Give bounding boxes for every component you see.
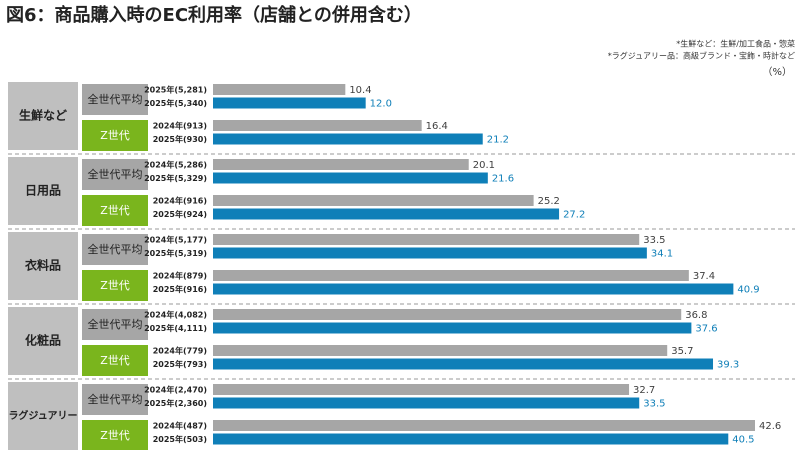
bar: [213, 133, 483, 145]
value-label: 36.8: [685, 310, 707, 321]
row-label: 2025年(916): [153, 284, 207, 294]
bar: [213, 322, 692, 334]
subgroup-box: [82, 270, 148, 301]
bar: [213, 433, 729, 445]
bar: [213, 309, 682, 320]
bar: [213, 345, 668, 356]
group-label: 日用品: [25, 184, 61, 198]
subgroup-label: 全世代平均: [88, 92, 143, 106]
bar: [213, 270, 689, 281]
subgroup-label: 全世代平均: [88, 317, 143, 331]
subgroup-box: [82, 345, 148, 376]
subgroup-label: Z世代: [100, 354, 130, 367]
value-label: 20.1: [473, 160, 495, 171]
group-label: 化粧品: [25, 333, 61, 348]
subgroup-box: [82, 120, 148, 151]
value-label: 10.4: [349, 85, 371, 96]
bar: [213, 384, 630, 395]
subgroup-label: 全世代平均: [88, 167, 143, 181]
value-label: 42.6: [759, 421, 781, 432]
value-label: 37.4: [693, 271, 715, 282]
subgroup-box: [82, 234, 148, 265]
row-label: 2025年(924): [153, 209, 207, 219]
value-label: 21.2: [487, 135, 509, 146]
group-label: 衣料品: [25, 258, 61, 273]
row-label: 2024年(487): [153, 421, 207, 431]
value-label: 35.7: [671, 346, 693, 357]
subgroup-label: Z世代: [100, 429, 130, 442]
subgroup-label: 全世代平均: [88, 242, 143, 256]
value-label: 40.5: [732, 435, 754, 446]
group-box: [8, 307, 78, 375]
row-label: 2024年(916): [153, 196, 207, 206]
subgroup-box: [82, 309, 148, 340]
bar: [213, 172, 488, 184]
bar: [213, 120, 422, 131]
value-label: 34.1: [651, 249, 673, 260]
row-label: 2025年(5,340): [144, 98, 207, 108]
row-label: 2025年(5,329): [144, 173, 207, 183]
subgroup-box: [82, 420, 148, 450]
subgroup-label: 全世代平均: [88, 392, 143, 406]
row-label: 2025年(793): [153, 359, 207, 369]
value-label: 27.2: [563, 210, 585, 221]
bar: [213, 234, 640, 245]
bar: [213, 97, 366, 109]
chart-title: 図6：商品購入時のEC利用率（店舗との併用含む）: [6, 4, 422, 26]
value-label: 12.0: [370, 99, 392, 110]
value-label: 16.4: [426, 121, 448, 132]
row-label: 2024年(4,082): [144, 310, 207, 320]
bar: [213, 195, 534, 206]
value-label: 39.3: [717, 360, 739, 371]
bar: [213, 159, 469, 170]
note: *生鮮など：生鮮/加工食品・惣菜: [676, 39, 795, 49]
row-label: 2025年(5,319): [144, 248, 207, 258]
bar: [213, 247, 647, 259]
group-label: ラグジュアリー: [8, 409, 77, 422]
bar: [213, 283, 734, 295]
bar: [213, 420, 755, 431]
row-label: 2024年(2,470): [144, 385, 207, 395]
bar: [213, 358, 714, 370]
bar: [213, 208, 560, 220]
subgroup-box: [82, 84, 148, 115]
row-label: 2024年(5,177): [144, 235, 207, 245]
subgroup-box: [82, 159, 148, 190]
group-box: [8, 157, 78, 225]
row-label: 2025年(2,360): [144, 398, 207, 408]
row-label: 2024年(913): [153, 121, 207, 131]
subgroup-label: Z世代: [100, 279, 130, 292]
bar: [213, 84, 346, 95]
value-label: 33.5: [643, 399, 665, 410]
bar: [213, 397, 640, 409]
value-label: 40.9: [737, 285, 759, 296]
row-label: 2025年(5,281): [144, 85, 207, 95]
row-label: 2025年(503): [153, 434, 207, 444]
row-label: 2025年(930): [153, 134, 207, 144]
row-label: 2024年(879): [153, 271, 207, 281]
group-box: [8, 232, 78, 300]
row-label: 2024年(5,286): [144, 160, 207, 170]
subgroup-box: [82, 195, 148, 226]
value-label: 37.6: [695, 324, 717, 335]
unit-label: （%）: [762, 66, 792, 78]
subgroup-box: [82, 384, 148, 415]
note: *ラグジュアリー品：高級ブランド・宝飾・時計など: [608, 51, 795, 61]
group-label: 生鮮など: [19, 108, 67, 123]
group-box: [8, 382, 78, 450]
row-label: 2024年(779): [153, 346, 207, 356]
value-label: 32.7: [633, 385, 655, 396]
value-label: 25.2: [538, 196, 560, 207]
value-label: 21.6: [492, 174, 514, 185]
subgroup-label: Z世代: [100, 204, 130, 217]
row-label: 2025年(4,111): [144, 323, 207, 333]
group-box: [8, 82, 78, 150]
value-label: 33.5: [643, 235, 665, 246]
subgroup-label: Z世代: [100, 129, 130, 142]
